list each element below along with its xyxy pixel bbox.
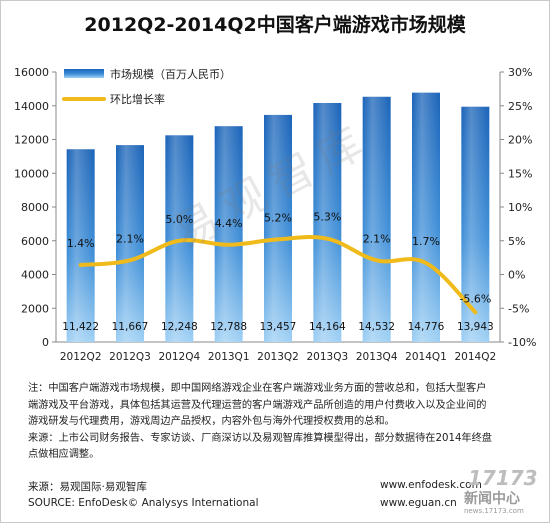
- growth-value-label: 2.1%: [116, 232, 144, 245]
- bar-value-label: 14,164: [309, 321, 346, 333]
- growth-value-label: 5.2%: [264, 211, 292, 224]
- bar-value-label: 12,788: [210, 321, 247, 333]
- note-line: 点做相应调整。: [28, 449, 100, 461]
- right-tick-label: -10%: [508, 336, 536, 349]
- bar-highlight: [116, 145, 144, 342]
- growth-value-label: 1.4%: [67, 237, 95, 250]
- growth-value-label: 4.4%: [215, 217, 243, 230]
- right-tick-label: 10%: [508, 201, 532, 214]
- bar-highlight: [412, 92, 440, 342]
- right-tick-label: 25%: [508, 100, 532, 113]
- x-tick-label: 2013Q2: [257, 351, 299, 363]
- news-logo: 17173 新闻中心 news.17173.com: [462, 462, 546, 520]
- bar-labels-group: 11,422 11,667 12,248 12,788 13,457 14,164 14,5…: [62, 321, 493, 333]
- right-tick-label: 5%: [508, 235, 525, 248]
- website-eguan: www.eguan.cn: [380, 497, 457, 509]
- x-tick-label: 2013Q1: [208, 351, 250, 363]
- growth-value-label: 1.7%: [412, 235, 440, 248]
- bar-value-label: 14,776: [408, 321, 445, 333]
- note-line: 游戏研发与代理费用，游戏周边产品授权，内容外包与海外代理授权费用的总和。: [28, 416, 395, 428]
- bar-value-label: 13,943: [457, 321, 494, 333]
- bar-highlight: [362, 96, 391, 343]
- left-tick-label: 10000: [14, 167, 49, 180]
- right-tick-label: -5%: [508, 302, 529, 315]
- left-tick-label: 2000: [21, 302, 49, 315]
- logo-title: 新闻中心: [464, 491, 520, 507]
- note-line: 注：中国客户端游戏市场规模，即中国网络游戏企业在客户端游戏业务方面的营收总和，包…: [28, 383, 487, 394]
- growth-value-label: -5.6%: [459, 292, 491, 305]
- right-tick-label: 0%: [508, 269, 525, 282]
- x-tick-label: 2013Q3: [306, 351, 348, 363]
- x-tick-label: 2013Q4: [356, 351, 398, 363]
- growth-labels-group: 1.4% 2.1% 5.0% 4.4% 5.2% 5.3% 2.1% 1.7% -5.6%: [67, 211, 492, 306]
- right-tick-label: 20%: [508, 134, 532, 147]
- legend-bar-swatch: [64, 69, 104, 78]
- left-tick-label: 4000: [21, 269, 49, 282]
- x-tick-label: 2014Q2: [454, 351, 496, 363]
- growth-value-label: 2.1%: [363, 232, 391, 245]
- growth-value-label: 5.3%: [313, 211, 341, 224]
- bar-value-label: 14,532: [358, 321, 395, 333]
- note-line: 来源：上市公司财务报告、专家访谈、厂商深访以及易观智库推算模型得出，部分数据待在…: [28, 432, 492, 444]
- growth-value-label: 5.0%: [165, 213, 193, 226]
- x-tick-label: 2012Q4: [158, 351, 200, 363]
- left-tick-label: 16000: [14, 66, 49, 79]
- website-enfodesk: www.enfodesk.com: [380, 479, 482, 491]
- source-cn: 来源：易观国际·易观智库: [28, 481, 147, 493]
- chart-svg: 0 2000 4000 6000 8000 10000 12000 14000 16000 -10…: [14, 66, 536, 363]
- source-en: SOURCE: EnfoDesk© Analysys International: [28, 497, 259, 509]
- bar-value-label: 11,422: [62, 321, 99, 333]
- axes-group: 0 2000 4000 6000 8000 10000 12000 14000 16000 -10…: [14, 66, 536, 363]
- bar-highlight: [214, 126, 243, 342]
- left-tick-label: 8000: [21, 201, 49, 214]
- x-tick-label: 2012Q2: [60, 351, 102, 363]
- left-tick-label: 12000: [14, 134, 49, 147]
- left-tick-label: 0: [42, 336, 49, 349]
- bar-value-label: 12,248: [161, 321, 198, 333]
- right-tick-label: 15%: [508, 167, 532, 180]
- x-tick-label: 2012Q3: [109, 351, 151, 363]
- legend-bar-label: 市场规模（百万人民币）: [110, 67, 231, 81]
- bar-highlight: [66, 149, 95, 342]
- left-tick-label: 6000: [21, 235, 49, 248]
- logo-url: news.17173.com: [464, 507, 524, 515]
- legend: 市场规模（百万人民币） 环比增长率: [62, 67, 231, 106]
- bar-value-label: 11,667: [112, 321, 149, 333]
- chart-notes: 注：中国客户端游戏市场规模，即中国网络游戏企业在客户端游戏业务方面的营收总和，包…: [28, 381, 528, 464]
- note-line: 端游戏及平台游戏，具体包括其运营及代理运营的客户端游戏产品所创造的用户付费收入以…: [28, 399, 487, 411]
- growth-line: [78, 234, 478, 315]
- right-tick-label: 30%: [508, 66, 532, 79]
- bar-highlight: [313, 102, 342, 342]
- left-tick-label: 14000: [14, 100, 49, 113]
- growth-line-group: [78, 234, 478, 315]
- chart-title: 2012Q2-2014Q2中国客户端游戏市场规模: [84, 14, 466, 36]
- legend-line-label: 环比增长率: [110, 92, 165, 106]
- bar-value-label: 13,457: [260, 321, 297, 333]
- bar-highlight: [264, 114, 292, 343]
- x-tick-label: 2014Q1: [405, 351, 447, 363]
- logo-brand: 17173: [468, 466, 538, 490]
- bar-highlight: [461, 106, 490, 342]
